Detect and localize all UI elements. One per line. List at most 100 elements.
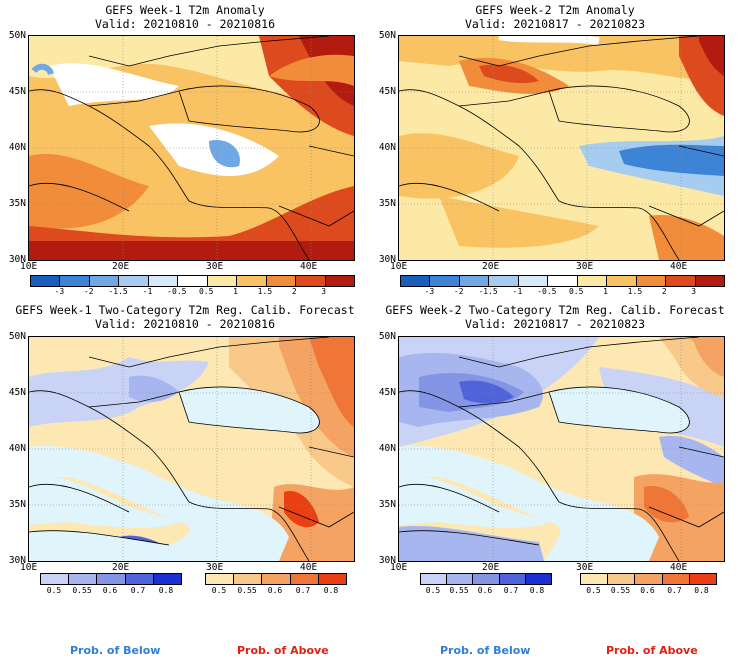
- colorbar-swatch: [296, 276, 326, 286]
- lon-label: 40E: [670, 261, 688, 272]
- colorbar-tick-label: 0.8: [694, 586, 709, 595]
- lon-label: 40E: [300, 562, 318, 573]
- colorbar-swatch: [608, 574, 636, 584]
- colorbar-tick-label: 0.6: [267, 586, 283, 595]
- colorbar-swatch: [234, 574, 263, 584]
- map-week2-probability: [398, 336, 725, 562]
- colorbar-swatch: [97, 574, 126, 584]
- colorbar-swatch: [607, 276, 637, 286]
- colorbar-swatch: [148, 276, 179, 286]
- map-week1-probability: [28, 336, 355, 562]
- colorbar-tick-label: -2: [83, 287, 94, 296]
- below-colorbar: [420, 573, 552, 585]
- panel-title: GEFS Week-1 Two-Category T2m Reg. Calib.…: [15, 303, 355, 317]
- lat-label: 35N: [378, 499, 396, 510]
- colorbar-swatch: [325, 276, 354, 286]
- lat-label: 50N: [378, 30, 396, 41]
- colorbar-tick-label: -1: [142, 287, 153, 296]
- colorbar-swatch: [60, 276, 90, 286]
- colorbar-tick-label: 2: [661, 287, 667, 296]
- colorbar-tick-label: 3: [321, 287, 327, 296]
- panel-week1-probability: GEFS Week-1 Two-Category T2m Reg. Calib.…: [0, 300, 370, 631]
- lat-label: 30N: [8, 254, 26, 265]
- colorbar-tick-label: 0.6: [477, 586, 493, 595]
- lat-label: 50N: [378, 331, 396, 342]
- colorbar-tick-label: -1: [512, 287, 523, 296]
- colorbar-tick-label: 0.8: [529, 586, 545, 595]
- colorbar-tick-label: -3: [424, 287, 435, 296]
- colorbar-swatch: [459, 276, 490, 286]
- lat-label: 30N: [8, 555, 26, 566]
- colorbar-swatch: [153, 574, 182, 584]
- colorbar-tick-label: 0.7: [503, 586, 519, 595]
- colorbar-tick-label: 0.5: [198, 287, 214, 296]
- colorbar-swatch: [666, 276, 696, 286]
- lon-label: 10E: [390, 261, 408, 272]
- lon-label: 30E: [576, 261, 594, 272]
- lat-label: 30N: [378, 254, 396, 265]
- colorbar-swatch: [290, 574, 319, 584]
- panel-valid-dates: Valid: 20210817 - 20210823: [464, 317, 645, 331]
- colorbar-tick-label: -1.5: [108, 287, 128, 296]
- colorbar-tick-label: -3: [54, 287, 65, 296]
- lon-label: 20E: [112, 562, 130, 573]
- colorbar-tick-label: 0.5: [425, 586, 441, 595]
- lon-label: 20E: [482, 562, 500, 573]
- colorbar-tick-label: 3: [691, 287, 697, 296]
- lat-label: 45N: [8, 387, 26, 398]
- colorbar-swatch: [178, 276, 208, 286]
- lon-label: 10E: [20, 261, 38, 272]
- colorbar-swatch: [89, 276, 120, 286]
- panel-week1-anomaly: GEFS Week-1 T2m Anomaly Valid: 20210810 …: [0, 0, 370, 331]
- colorbar-tick-label: 1.5: [257, 287, 273, 296]
- lon-label: 10E: [390, 562, 408, 573]
- prob-above-label: Prob. of Above: [606, 644, 698, 657]
- panel-title: GEFS Week-1 T2m Anomaly: [105, 3, 265, 17]
- colorbar-swatch: [689, 574, 717, 584]
- colorbar-tick-label: -2: [453, 287, 464, 296]
- panel-valid-dates: Valid: 20210817 - 20210823: [464, 17, 645, 31]
- lat-label: 40N: [8, 142, 26, 153]
- colorbar-tick-label: 0.55: [72, 586, 92, 595]
- colorbar-swatch: [262, 574, 291, 584]
- lon-label: 30E: [206, 562, 224, 573]
- lat-label: 50N: [8, 331, 26, 342]
- colorbar-tick-label: 0.7: [667, 586, 682, 595]
- colorbar-swatch: [636, 276, 667, 286]
- colorbar-tick-label: -0.5: [167, 287, 187, 296]
- lat-label: 35N: [8, 198, 26, 209]
- colorbar-tick-label: 0.5: [46, 586, 62, 595]
- lat-label: 50N: [8, 30, 26, 41]
- colorbar-tick-label: 2: [291, 287, 297, 296]
- colorbar-tick-label: -0.5: [537, 287, 557, 296]
- above-colorbar: [580, 573, 717, 585]
- map-week1-anomaly: [28, 35, 355, 261]
- lat-label: 35N: [8, 499, 26, 510]
- colorbar-swatch: [695, 276, 724, 286]
- lon-label: 20E: [482, 261, 500, 272]
- panel-week2-probability: GEFS Week-2 Two-Category T2m Reg. Calib.…: [370, 300, 740, 631]
- colorbar-swatch: [207, 276, 238, 286]
- colorbar-swatch: [401, 276, 431, 286]
- colorbar-tick-label: 0.8: [158, 586, 174, 595]
- colorbar-swatch: [518, 276, 549, 286]
- colorbar-swatch: [499, 574, 526, 584]
- lon-label: 10E: [20, 562, 38, 573]
- lat-label: 35N: [378, 198, 396, 209]
- lat-label: 40N: [8, 443, 26, 454]
- colorbar-tick-label: -1.5: [478, 287, 498, 296]
- panel-week2-anomaly: GEFS Week-2 T2m Anomaly Valid: 20210817 …: [370, 0, 740, 331]
- colorbar-swatch: [69, 574, 98, 584]
- lon-label: 40E: [300, 261, 318, 272]
- colorbar-tick-label: 0.6: [640, 586, 655, 595]
- anomaly-colorbar: [30, 275, 355, 287]
- panel-valid-dates: Valid: 20210810 - 20210816: [94, 317, 275, 331]
- colorbar-swatch: [430, 276, 460, 286]
- colorbar-swatch: [318, 574, 347, 584]
- colorbar-swatch: [206, 574, 235, 584]
- colorbar-swatch: [119, 276, 149, 286]
- colorbar-swatch: [525, 574, 552, 584]
- lat-label: 45N: [378, 387, 396, 398]
- colorbar-swatch: [421, 574, 448, 584]
- colorbar-swatch: [237, 276, 267, 286]
